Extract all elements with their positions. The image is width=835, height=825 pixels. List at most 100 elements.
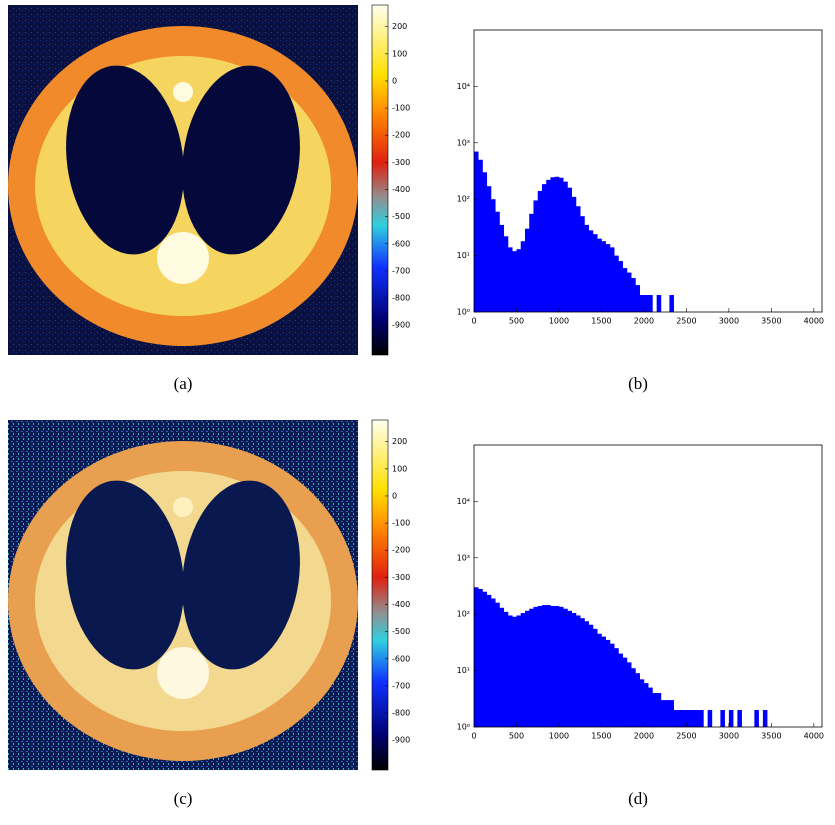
y-tick-label: 10³ xyxy=(457,553,470,562)
colorbar-tick-label: -800 xyxy=(392,294,410,303)
caption: (c) xyxy=(174,789,193,808)
histogram-bar xyxy=(673,710,679,727)
y-tick-label: 10³ xyxy=(457,138,470,147)
histogram-bar xyxy=(537,605,543,727)
histogram-bar xyxy=(588,230,594,312)
x-tick-label: 1000 xyxy=(549,317,569,326)
histogram-bar xyxy=(478,588,483,727)
histogram-bar xyxy=(541,605,547,727)
histogram-bar xyxy=(631,668,636,727)
histogram-bar xyxy=(626,272,632,312)
histogram-bar xyxy=(567,187,573,312)
histogram-bar xyxy=(660,700,666,727)
histogram-bar xyxy=(690,710,696,727)
histogram-bar xyxy=(524,610,530,727)
histogram-bar xyxy=(597,633,602,727)
histogram-bar xyxy=(541,184,547,312)
histogram-bar xyxy=(631,278,636,312)
y-tick-label: 10² xyxy=(457,610,470,619)
histogram-bar xyxy=(754,710,759,727)
histogram-bar xyxy=(622,268,628,312)
histogram-bar xyxy=(605,244,611,312)
histogram-bar xyxy=(563,181,568,312)
histogram-bar xyxy=(533,606,539,727)
histogram-bar xyxy=(635,285,640,312)
histogram-bar xyxy=(520,613,526,727)
colorbar-tick-label: -200 xyxy=(392,546,410,555)
histogram-bar xyxy=(529,608,534,727)
histogram-bar xyxy=(707,710,713,727)
x-tick-label: 2500 xyxy=(676,317,696,326)
colorbar-tick-label: -900 xyxy=(392,321,410,330)
colorbar-tick-label: -700 xyxy=(392,266,410,275)
histogram-bar xyxy=(699,710,704,727)
y-tick-label: 10¹ xyxy=(457,251,470,260)
histogram-bar xyxy=(665,700,670,727)
histogram-bar xyxy=(643,295,649,312)
histogram-bar xyxy=(474,151,479,312)
histogram-bar xyxy=(503,236,509,312)
colorbar-tick-label: -300 xyxy=(392,573,410,582)
colorbar xyxy=(371,4,389,356)
histogram-bar xyxy=(516,249,522,312)
y-tick-label: 10⁰ xyxy=(457,308,470,317)
colorbar-tick-label: -700 xyxy=(392,681,410,690)
histogram-bar xyxy=(474,587,479,727)
histogram-bar xyxy=(537,190,543,312)
colorbar-tick-label: -900 xyxy=(392,736,410,745)
histogram-bar xyxy=(575,615,581,727)
colorbar-tick-label: -400 xyxy=(392,600,410,609)
histogram-bar xyxy=(507,615,513,727)
histogram-bar xyxy=(618,261,623,312)
histogram-bar xyxy=(529,213,534,312)
colorbar-tick-label: -200 xyxy=(392,131,410,140)
histogram-bar xyxy=(601,636,606,727)
histogram-bar xyxy=(609,247,615,312)
colorbar-tick-label: 100 xyxy=(392,49,407,58)
histogram-bar xyxy=(609,643,615,727)
colorbar-tick-label: 200 xyxy=(392,22,407,31)
histogram-bar xyxy=(737,710,742,727)
y-tick-label: 10⁴ xyxy=(457,497,470,506)
histogram-bar xyxy=(580,216,585,312)
caption: (b) xyxy=(628,374,648,393)
histogram-bar xyxy=(554,176,560,312)
histogram-bar xyxy=(682,710,687,727)
x-tick-label: 2000 xyxy=(634,732,654,741)
histogram-bar xyxy=(597,238,602,312)
image-a xyxy=(8,5,358,355)
histogram-bar xyxy=(490,598,496,727)
x-tick-label: 0 xyxy=(471,317,476,326)
histogram-bar xyxy=(499,224,505,312)
histogram-bar xyxy=(499,607,505,727)
histogram-bar xyxy=(533,200,539,312)
colorbar-tick-label: -500 xyxy=(392,212,410,221)
y-tick-label: 10¹ xyxy=(457,666,470,675)
colorbar-tick-label: -800 xyxy=(392,709,410,718)
histogram-bar xyxy=(546,605,551,727)
x-tick-label: 4000 xyxy=(804,317,824,326)
histogram-bar xyxy=(656,693,662,727)
histogram-bar xyxy=(614,648,619,727)
histogram-bar xyxy=(669,295,674,312)
x-tick-label: 1500 xyxy=(591,732,611,741)
y-tick-label: 10⁴ xyxy=(457,82,470,91)
x-tick-label: 0 xyxy=(471,732,476,741)
x-tick-label: 2000 xyxy=(634,317,654,326)
histogram-bar xyxy=(512,616,517,727)
x-tick-label: 2500 xyxy=(676,732,696,741)
caption: (d) xyxy=(628,789,648,808)
histogram-bar xyxy=(592,234,598,312)
colorbar xyxy=(371,419,389,771)
histogram-bar xyxy=(546,179,551,312)
histogram-bar xyxy=(550,177,556,312)
histogram-bar xyxy=(648,687,653,727)
colorbar-tick-label: -500 xyxy=(392,627,410,636)
colorbar-tick-label: -600 xyxy=(392,654,410,663)
histogram-bar xyxy=(639,679,645,727)
histogram-bar xyxy=(558,606,564,727)
histogram-bar xyxy=(648,295,653,312)
axes-frame xyxy=(473,29,823,313)
histogram-bar xyxy=(720,710,725,727)
colorbar-tick-label: -400 xyxy=(392,185,410,194)
